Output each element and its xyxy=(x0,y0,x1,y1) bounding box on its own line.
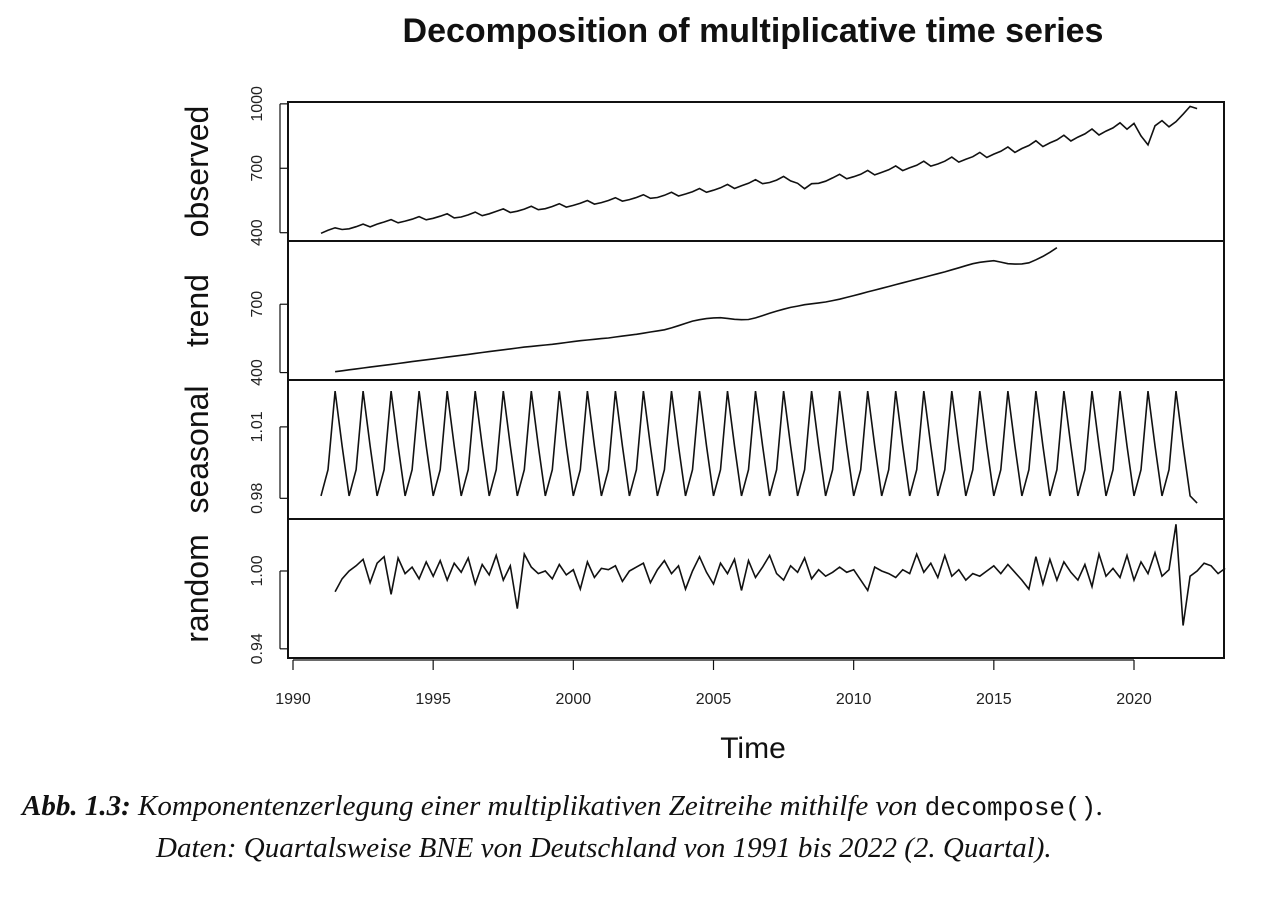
panel-label-random: random xyxy=(179,534,215,643)
panel-frame-observed xyxy=(287,101,1225,242)
figure-caption-line2: Daten: Quartalsweise BNE von Deutschland… xyxy=(156,832,1052,864)
ytick-label-observed-2: 1000 xyxy=(249,86,266,122)
caption-label: Abb. 1.3: xyxy=(22,790,131,822)
xtick-label-1: 1995 xyxy=(415,691,451,708)
x-axis: 1990 1995 2000 2005 2010 2015 2020 xyxy=(275,659,1152,708)
xtick-label-0: 1990 xyxy=(275,691,311,708)
ytick-label-random-0: 0.94 xyxy=(249,633,266,664)
xtick-label-3: 2005 xyxy=(696,691,732,708)
panel-label-trend: trend xyxy=(179,274,215,347)
xtick-label-4: 2010 xyxy=(836,691,872,708)
caption-text-end: . xyxy=(1096,790,1104,822)
panel-trend: 400 700 trend xyxy=(179,240,1225,386)
ytick-label-seasonal-0: 0.98 xyxy=(249,483,266,514)
ytick-label-trend-0: 400 xyxy=(249,359,266,386)
figure-caption-line1: Abb. 1.3: Komponentenzerlegung einer mul… xyxy=(22,790,1282,823)
xtick-label-2: 2000 xyxy=(556,691,592,708)
xtick-label-5: 2015 xyxy=(976,691,1012,708)
series-line-random xyxy=(334,524,1226,626)
decomposition-chart: Decomposition of multiplicative time ser… xyxy=(179,12,1226,765)
ytick-label-random-1: 1.00 xyxy=(249,555,266,586)
panel-random: 0.94 1.00 random xyxy=(179,518,1226,664)
panels-group: 400 700 1000 observed 400 700 trend 0.98 1.01 sea… xyxy=(179,86,1226,664)
xtick-label-6: 2020 xyxy=(1116,691,1152,708)
panel-seasonal: 0.98 1.01 seasonal xyxy=(179,379,1225,520)
panel-label-observed: observed xyxy=(179,106,215,238)
ytick-label-observed-0: 400 xyxy=(249,219,266,246)
ytick-label-trend-1: 700 xyxy=(249,291,266,318)
caption-code: decompose() xyxy=(924,793,1097,823)
series-line-seasonal xyxy=(320,390,1198,504)
panel-label-seasonal: seasonal xyxy=(179,385,215,513)
panel-frame-random xyxy=(287,518,1225,659)
panel-observed: 400 700 1000 observed xyxy=(179,86,1225,246)
caption-text: Komponentenzerlegung einer multiplikativ… xyxy=(130,790,925,822)
chart-title: Decomposition of multiplicative time ser… xyxy=(403,12,1104,50)
ytick-label-seasonal-1: 1.01 xyxy=(249,411,266,442)
x-axis-label: Time xyxy=(720,732,786,765)
series-line-trend xyxy=(334,247,1058,373)
series-line-observed xyxy=(320,105,1198,235)
ytick-label-observed-1: 700 xyxy=(249,155,266,182)
